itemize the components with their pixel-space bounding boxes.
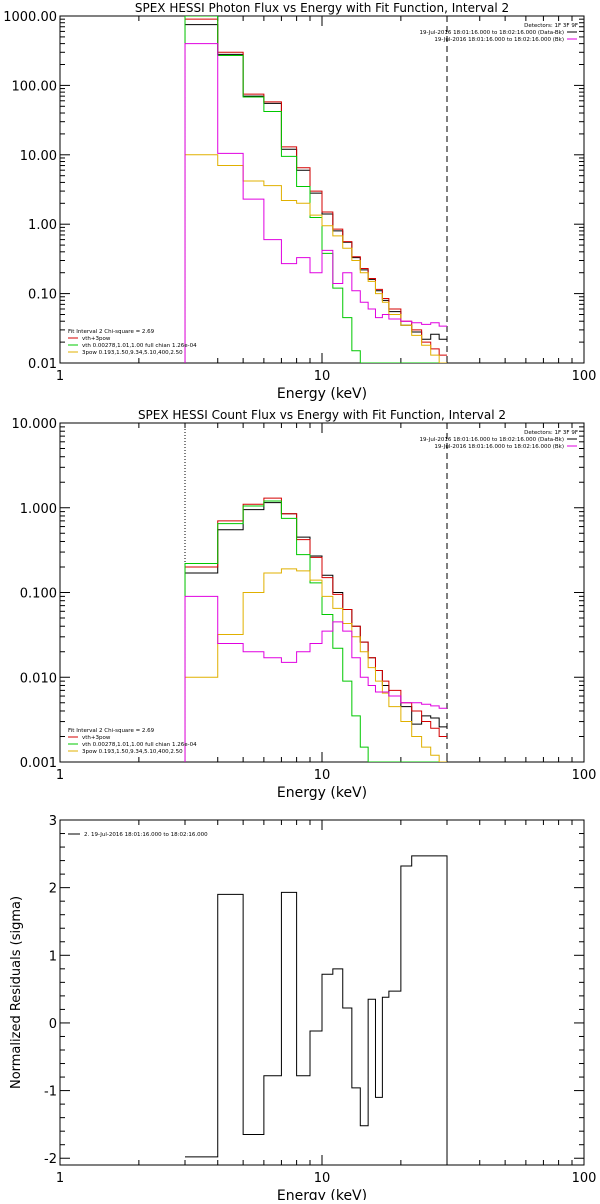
- header-line: Detectors: 1F 3F 9F: [524, 430, 578, 436]
- fit-legend-label: vth+3pow: [82, 336, 111, 342]
- fit-legend-label: vth 0.00278,1.01,1.00 full chian 1.26e-0…: [82, 343, 197, 349]
- residual-legend-label: 2. 19-Jul-2016 18:01:16.000 to 18:02:16.…: [84, 832, 208, 838]
- chart-title: SPEX HESSI Count Flux vs Energy with Fit…: [138, 408, 506, 422]
- chart-title: SPEX HESSI Photon Flux vs Energy with Fi…: [135, 1, 509, 15]
- x-tick-label: 1: [56, 768, 64, 783]
- series-total: [184, 18, 448, 363]
- header-line: 19-Jul-2016 18:01:16.000 to 18:02:16.000…: [420, 30, 565, 36]
- series-data: [184, 502, 448, 762]
- series-thermal: [184, 500, 448, 762]
- y-axis-label: Normalized Residuals (sigma): [9, 896, 24, 1089]
- y-tick-label: 0.001: [20, 756, 57, 771]
- header-line: 19-Jul-2016 18:01:16.000 to 18:02:16.000…: [434, 37, 564, 43]
- x-tick-label: 1: [56, 1171, 64, 1186]
- x-tick-label: 100: [572, 768, 597, 783]
- fit-legend-label: vth 0.00278,1.01,1.00 full chian 1.26e-0…: [82, 742, 197, 748]
- y-tick-label: 10.000: [12, 417, 58, 432]
- y-tick-label: 0: [49, 1017, 57, 1032]
- series-background: [184, 595, 448, 762]
- x-tick-label: 100: [572, 369, 597, 384]
- x-tick-label: 10: [314, 369, 331, 384]
- fit-legend-label: 3pow 0.193,1.50,9.34,5.10,400,2.50: [82, 350, 183, 356]
- header-line: 19-Jul-2016 18:01:16.000 to 18:02:16.000…: [420, 437, 565, 443]
- series-power: [184, 568, 448, 762]
- y-tick-label: 0.10: [28, 288, 57, 303]
- x-tick-label: 100: [572, 1171, 597, 1186]
- y-tick-label: 100.00: [12, 79, 58, 94]
- series-power: [184, 154, 448, 363]
- x-axis-label: Energy (keV): [277, 1188, 367, 1200]
- x-tick-label: 10: [314, 768, 331, 783]
- y-tick-label: 0.01: [28, 357, 57, 372]
- y-tick-label: -2: [44, 1152, 57, 1167]
- series-residuals: [185, 855, 448, 1165]
- y-tick-label: 0.010: [20, 671, 57, 686]
- plot-frame: [59, 15, 585, 364]
- y-tick-label: 3: [49, 814, 57, 829]
- y-tick-label: 1.000: [20, 502, 57, 517]
- fit-legend-header: Fit Interval 2 Chi-square = 2.69: [68, 728, 155, 734]
- series-thermal: [184, 16, 448, 363]
- chart-panel-2: SPEX HESSI Count Flux vs Energy with Fit…: [12, 408, 597, 801]
- chart-panel-1: SPEX HESSI Photon Flux vs Energy with Fi…: [3, 1, 596, 402]
- x-tick-label: 10: [314, 1171, 331, 1186]
- series-total: [184, 497, 448, 762]
- header-line: Detectors: 1F 3F 9F: [524, 23, 578, 29]
- series-background: [184, 43, 448, 363]
- y-tick-label: 1000.00: [3, 10, 57, 25]
- y-tick-label: 2: [49, 882, 57, 897]
- y-tick-label: 10.00: [20, 149, 57, 164]
- fit-legend-label: 3pow 0.193,1.50,9.34,5.10,400,2.50: [82, 749, 183, 755]
- series-data: [184, 24, 448, 363]
- fit-legend-label: vth+3pow: [82, 735, 111, 741]
- y-tick-label: 1.00: [28, 218, 57, 233]
- x-axis-label: Energy (keV): [277, 785, 367, 801]
- y-tick-label: -1: [44, 1085, 57, 1100]
- x-axis-label: Energy (keV): [277, 386, 367, 402]
- y-tick-label: 1: [49, 949, 57, 964]
- fit-legend-header: Fit Interval 2 Chi-square = 2.69: [68, 329, 155, 335]
- header-line: 19-Jul-2016 18:01:16.000 to 18:02:16.000…: [434, 444, 564, 450]
- x-tick-label: 1: [56, 369, 64, 384]
- y-tick-label: 0.100: [20, 587, 57, 602]
